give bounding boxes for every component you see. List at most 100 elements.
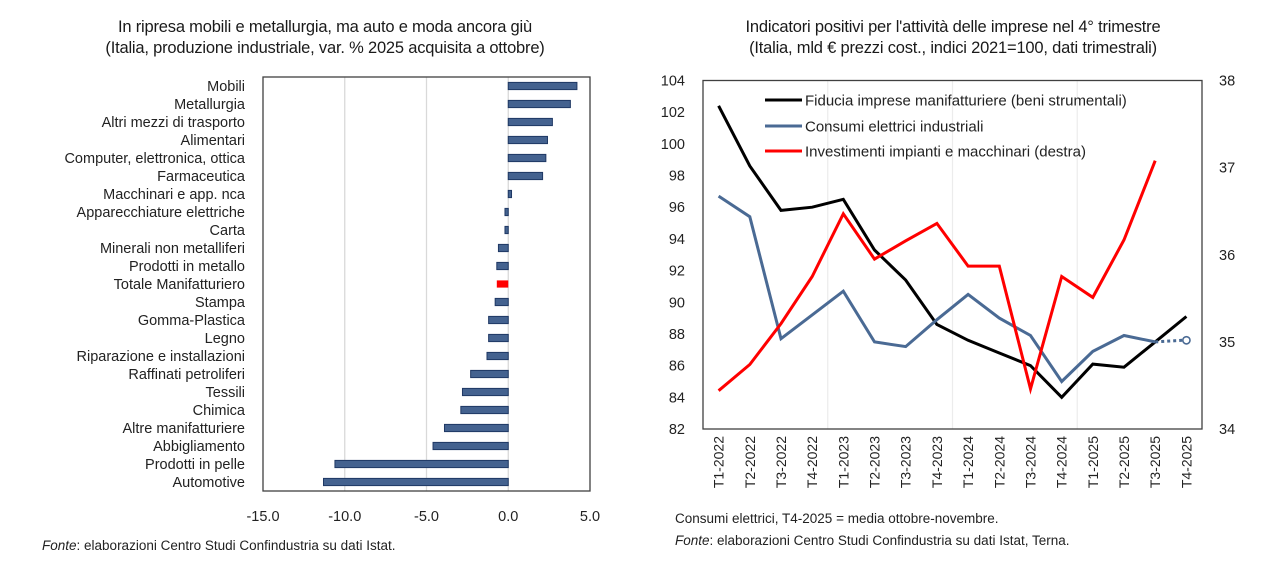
left-bar-chart: -15.0 -10.0 -5.0 0.0 5.0 Mobili Metallurgia Alt…: [64, 76, 600, 525]
right-chart-title: Indicatori positivi per l'attività delle…: [745, 18, 1161, 36]
bar: [504, 207, 509, 217]
plot-frame: [262, 76, 591, 492]
bar: [460, 405, 509, 415]
y-right-tick-label: 38: [1219, 74, 1235, 90]
bar: [507, 135, 548, 145]
bar-highlight: [496, 280, 509, 288]
category-label: Apparecchiature elettriche: [77, 205, 245, 221]
x-tick-label: T4-2025: [1178, 436, 1194, 488]
series-line-investimenti: [717, 160, 1157, 395]
category-label: Mobili: [207, 79, 245, 95]
x-tick-label: T1-2022: [711, 436, 727, 488]
bar: [322, 477, 509, 487]
category-label: Chimica: [193, 403, 246, 419]
category-label: Tessili: [206, 385, 245, 401]
bar: [504, 225, 509, 235]
category-label: Legno: [205, 331, 245, 347]
x-tick-label: -15.0: [246, 509, 279, 525]
y-left-tick-label: 92: [669, 264, 685, 280]
x-tick-label: 0.0: [498, 509, 518, 525]
left-source-text: : elaborazioni Centro Studi Confindustri…: [76, 538, 396, 553]
x-tick-label: T3-2023: [898, 436, 914, 488]
y-left-tick-label: 86: [669, 359, 685, 375]
bar: [443, 423, 509, 433]
category-label: Totale Manifatturiero: [114, 277, 245, 293]
series-line-fiducia: [717, 105, 1188, 400]
x-tick-label: T2-2025: [1116, 436, 1132, 488]
bar: [507, 117, 553, 127]
bar: [494, 297, 509, 307]
bar: [497, 243, 509, 253]
y-left-tick-label: 104: [661, 74, 685, 90]
y-right-tick-label: 35: [1219, 335, 1235, 351]
legend-label: Fiducia imprese manifatturiere (beni str…: [805, 93, 1127, 110]
y-left-tick-label: 88: [669, 327, 685, 343]
y-right-tick-label: 36: [1219, 248, 1235, 264]
bar: [507, 171, 544, 181]
series-estimate-dash: [1155, 338, 1183, 344]
x-tick-label: T4-2024: [1054, 436, 1070, 488]
y-left-tick-label: 82: [669, 422, 685, 438]
right-line-chart: 82 84 86 88 90 92 94 96 98 100 102 104 34 35 36 37 38 T1-…: [661, 74, 1235, 489]
x-tick-label: T2-2023: [867, 436, 883, 488]
left-chart-title-block: In ripresa mobili e metallurgia, ma auto…: [30, 17, 620, 59]
legend-label: Consumi elettrici industriali: [805, 119, 983, 136]
category-label: Metallurgia: [174, 97, 246, 113]
category-label: Prodotti in metallo: [129, 259, 245, 275]
category-label: Abbigliamento: [153, 439, 245, 455]
bar: [461, 387, 509, 397]
category-label: Minerali non metalliferi: [100, 241, 245, 257]
category-label: Altre manifatturiere: [123, 421, 246, 437]
series-estimate-marker: [1182, 335, 1191, 345]
right-chart-subtitle: (Italia, mld € prezzi cost., indici 2021…: [749, 39, 1157, 57]
bar: [470, 369, 509, 379]
bar: [488, 333, 509, 343]
bar: [507, 189, 513, 199]
x-tick-label: T3-2025: [1147, 436, 1163, 488]
y-left-tick-label: 90: [669, 295, 685, 311]
bar: [488, 315, 509, 325]
x-tick-label: -10.0: [328, 509, 361, 525]
series-line-consumi: [717, 194, 1156, 384]
category-label: Riparazione e installazioni: [77, 349, 245, 365]
y-right-tick-label: 37: [1219, 161, 1235, 177]
legend-label: Investimenti impianti e macchinari (dest…: [805, 144, 1086, 161]
category-label: Raffinati petroliferi: [128, 367, 245, 383]
bar: [486, 351, 509, 361]
x-tick-label: T3-2022: [773, 436, 789, 488]
category-label: Carta: [210, 223, 246, 239]
x-tick-label: -5.0: [414, 509, 439, 525]
category-label: Computer, elettronica, ottica: [64, 151, 245, 167]
bar: [496, 261, 509, 271]
y-left-tick-label: 100: [661, 137, 685, 153]
x-tick-label: T2-2022: [742, 436, 758, 488]
category-label: Alimentari: [181, 133, 245, 149]
x-tick-label: T4-2022: [804, 436, 820, 488]
x-tick-label: T1-2025: [1085, 436, 1101, 488]
right-source-text: : elaborazioni Centro Studi Confindustri…: [709, 533, 1070, 548]
x-tick-label: T3-2024: [1022, 436, 1038, 488]
category-label: Automotive: [172, 475, 245, 491]
category-label: Prodotti in pelle: [145, 457, 245, 473]
x-tick-label: T4-2023: [929, 436, 945, 488]
x-tick-label: T2-2024: [991, 436, 1007, 488]
y-left-tick-label: 96: [669, 200, 685, 216]
category-label: Macchinari e app. nca: [103, 187, 246, 203]
bar: [334, 459, 509, 469]
y-left-tick-label: 98: [669, 169, 685, 185]
right-chart-note: Consumi elettrici, T4-2025 = media ottob…: [675, 511, 999, 526]
y-left-tick-label: 102: [661, 105, 685, 121]
bar: [507, 81, 578, 91]
x-tick-label: T1-2023: [835, 436, 851, 488]
left-chart-subtitle: (Italia, produzione industriale, var. % …: [105, 39, 545, 57]
category-label: Gomma-Plastica: [138, 313, 246, 329]
y-left-tick-label: 94: [669, 232, 685, 248]
bar: [507, 153, 547, 163]
x-tick-label: 5.0: [580, 509, 600, 525]
category-label: Altri mezzi di trasporto: [102, 115, 245, 131]
category-label: Farmaceutica: [157, 169, 246, 185]
left-chart-title: In ripresa mobili e metallurgia, ma auto…: [118, 18, 532, 36]
left-source-label: Fonte: [42, 538, 77, 553]
left-chart-source: Fonte: elaborazioni Centro Studi Confind…: [42, 538, 395, 553]
